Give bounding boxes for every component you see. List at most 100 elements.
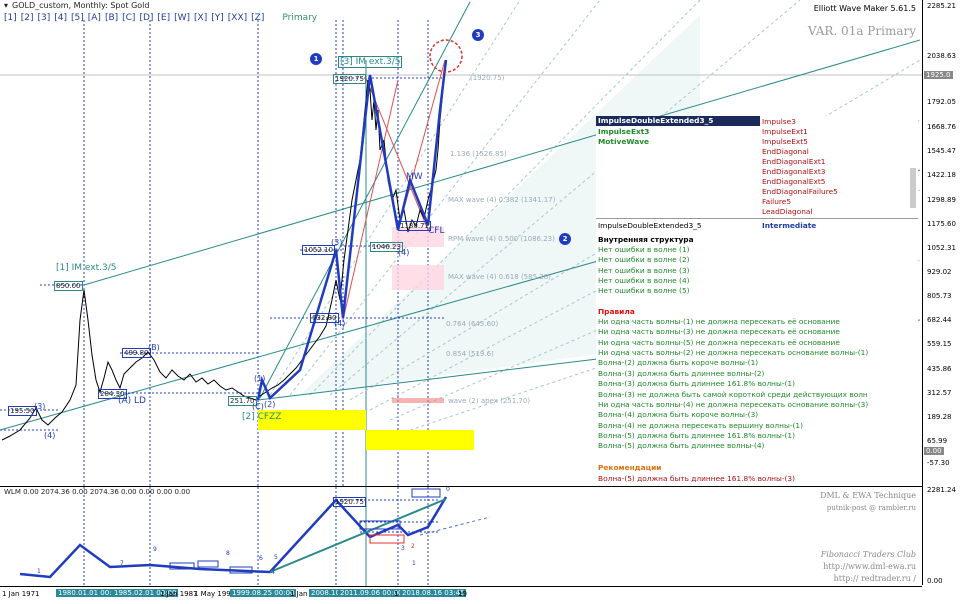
option-end-diagonal-ext5[interactable]: EndDiagonalExt5	[762, 177, 826, 186]
time-marker: 2008.10	[309, 589, 342, 597]
option-lead-diagonal[interactable]: LeadDiagonal	[762, 207, 813, 216]
rule-item: Ни одна часть волны-(5) не должна пересе…	[598, 338, 840, 347]
wave-button-3[interactable]: [3]	[37, 13, 51, 23]
option-impulse-ext1[interactable]: ImpulseExt1	[762, 127, 808, 136]
structure-item: Нет ошибки в волне (3)	[598, 266, 690, 275]
option-impulse-ext3[interactable]: ImpulseExt3	[598, 127, 650, 136]
wave-button-x[interactable]: [X]	[194, 13, 208, 23]
wave-button-d[interactable]: [D]	[139, 13, 154, 23]
current-price-label: 1925.0	[924, 71, 953, 79]
wave-button-b[interactable]: [B]	[104, 13, 119, 23]
wlm-indicator-panel[interactable]	[0, 486, 922, 587]
target-zone-1	[392, 227, 444, 247]
price-tick: -57.30	[927, 459, 950, 467]
price-tick: 189.28	[927, 413, 952, 421]
price-label-1180: 1180.71	[398, 221, 431, 231]
wave-label-c: (C)	[252, 402, 264, 411]
credit-site-2[interactable]: http:// redtrader.ru /	[833, 574, 916, 583]
price-axis[interactable]: 2285.21 2038.63 1925.0 1792.05 1668.76 1…	[922, 0, 960, 585]
recommend-item: Волна-(5) должна быть длиннее 161.8% вол…	[598, 474, 795, 483]
wave-label-4b: (4)	[334, 319, 346, 328]
wlm-small-label: 7	[120, 560, 124, 567]
time-marker: 1980.01.01 00:00	[56, 589, 123, 597]
option-end-diagonal-failure5[interactable]: EndDiagonalFailure5	[762, 187, 838, 196]
circle-label-3: 3	[472, 29, 484, 41]
fib-label-apex: wave (2) apex (251.70)	[448, 397, 531, 405]
price-tick: 2285.21	[927, 2, 956, 10]
selected-wave-type[interactable]: ImpulseDoubleExtended3_5	[596, 116, 760, 126]
price-tick: 1792.05	[927, 98, 956, 106]
wave4-zone	[366, 430, 474, 450]
wlm-small-label: 2	[411, 543, 415, 550]
rule-item: Волна-(5) должна быть длиннее 161.8% вол…	[598, 431, 795, 440]
wave-button-y[interactable]: [Y]	[211, 13, 224, 23]
wlm-chart	[19, 487, 491, 586]
wave-label-3: (3)	[34, 402, 46, 411]
wave-button-c[interactable]: [C]	[122, 13, 136, 23]
time-tick: 19	[458, 590, 467, 598]
wave-label-4c: (4)	[398, 248, 410, 257]
target-circle	[429, 39, 463, 73]
down-arrow-icon: ▾	[4, 1, 9, 10]
fib-label-max: MAX wave (4) 0.618 (585.28)	[448, 273, 551, 281]
lower-axis-tick: 2281.24	[927, 486, 956, 494]
rule-item: Ни одна часть волны-(3) не должна пересе…	[598, 327, 840, 336]
wave-lines	[256, 59, 448, 401]
price-tick: 435.86	[927, 365, 952, 373]
option-failure5[interactable]: Failure5	[762, 197, 792, 206]
wave-info-panel: ImpulseDoubleExtended3_5 ImpulseExt3 Mot…	[596, 116, 918, 486]
option-end-diagonal[interactable]: EndDiagonal	[762, 147, 809, 156]
wave-button-xx[interactable]: [XX]	[227, 13, 248, 23]
wlm-small-label: 6	[259, 555, 263, 562]
time-tick: 1 Jan 2	[290, 590, 315, 598]
price-tick: 805.73	[927, 292, 952, 300]
option-impulse3[interactable]: Impulse3	[762, 117, 796, 126]
wave-button-2[interactable]: [2]	[20, 13, 34, 23]
wave-label-2-cfzz: [2] CFZZ	[242, 412, 282, 422]
wave-label-cfl: CFL	[428, 226, 445, 236]
price-label-1920: 1920.75	[333, 74, 366, 84]
rule-item: Волна-(2) должна быть короче волны-(1)	[598, 358, 759, 367]
option-impulse-ext5[interactable]: ImpulseExt5	[762, 137, 808, 146]
option-motive-wave[interactable]: MotiveWave	[598, 137, 650, 146]
wave-button-4[interactable]: [4]	[54, 13, 67, 23]
time-tick: 1 May 1992	[194, 590, 236, 598]
wlm-small-label: 5	[274, 554, 278, 561]
price-label-499: 499.80	[122, 348, 151, 358]
wave-label-4: (4)	[44, 431, 56, 440]
wave-button-e[interactable]: [E]	[157, 13, 171, 23]
recommend-title: Рекомендации	[598, 463, 662, 472]
time-tick: 1	[394, 590, 399, 598]
symbol-label: GOLD_custom, Monthly: Spot Gold	[12, 1, 150, 10]
fib-label-1136: 1.136 (1526.85)	[450, 150, 507, 158]
time-axis[interactable]: 1 Jan 1971 1980.01.01 00:00 1985.02.01 0…	[0, 586, 922, 604]
wlm-peak-label: 1920.75	[333, 497, 366, 507]
time-marker: 1985.02.01 00:00	[112, 589, 179, 597]
option-end-diagonal-ext1[interactable]: EndDiagonalExt1	[762, 157, 826, 166]
wlm-small-label: 3	[401, 545, 405, 552]
variant-title: VAR. 01a Primary	[807, 24, 916, 38]
wave-label-im3: [3] IM ext.3/5	[338, 56, 403, 68]
price-tick: 1545.47	[927, 147, 956, 155]
current-wave-degree: Intermediate	[762, 221, 817, 230]
wlm-small-label: 4	[271, 569, 275, 576]
panel-scrollbar[interactable]	[910, 168, 916, 208]
structure-item: Нет ошибки в волне (4)	[598, 276, 690, 285]
wave-button-1[interactable]: [1]	[4, 13, 17, 23]
wave-button-z[interactable]: [Z]	[251, 13, 265, 23]
wave-button-5[interactable]: [5]	[71, 13, 84, 23]
price-tick: 65.99	[927, 437, 948, 445]
wave-label-2b: (2)	[264, 400, 276, 409]
wave-button-a[interactable]: [A]	[87, 13, 101, 23]
credit-site-1[interactable]: http://www.dml-ewa.ru	[823, 562, 916, 571]
option-end-diagonal-ext3[interactable]: EndDiagonalExt3	[762, 167, 826, 176]
degree-label[interactable]: Primary	[282, 13, 318, 23]
price-label-850: 850.00	[54, 281, 83, 291]
fib-label-0764: 0.764 (645.60)	[446, 320, 499, 328]
rule-item: Волна-(3) не должна быть самой короткой …	[598, 390, 868, 399]
structure-item: Нет ошибки в волне (1)	[598, 245, 690, 254]
time-marker: 2018.08.16 03:45	[400, 589, 467, 597]
structure-title: Внутренняя структура	[598, 235, 694, 244]
target-zone-2	[392, 265, 444, 290]
wave-button-w[interactable]: [W]	[174, 13, 191, 23]
